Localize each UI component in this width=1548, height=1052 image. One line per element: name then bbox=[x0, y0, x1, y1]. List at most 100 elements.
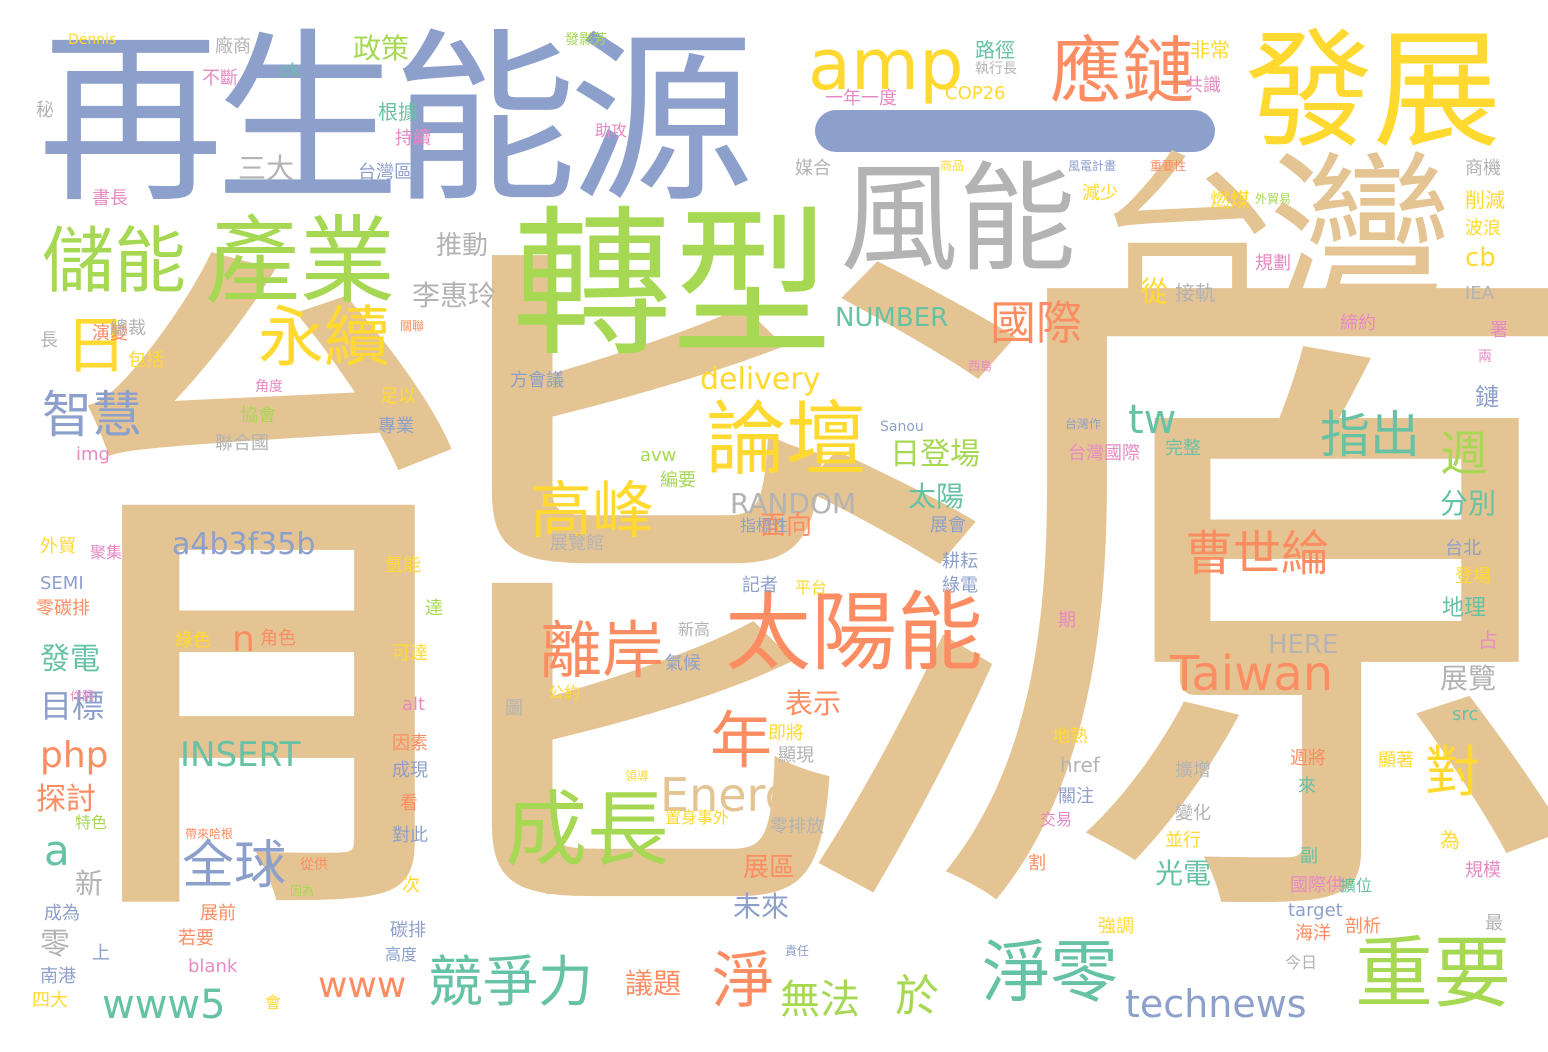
word: 領導 bbox=[625, 769, 650, 783]
word: 發電 bbox=[40, 642, 100, 677]
word: 足以 bbox=[380, 386, 416, 407]
word: Energy bbox=[660, 768, 822, 822]
word: 離岸 bbox=[540, 614, 665, 687]
word: 並行 bbox=[1165, 830, 1201, 851]
word: 完整 bbox=[1165, 438, 1201, 459]
word: 長 bbox=[40, 330, 58, 351]
word: 國際 bbox=[990, 296, 1082, 350]
word: 秘 bbox=[36, 100, 54, 121]
word: 淨 bbox=[712, 944, 775, 1017]
word: 期 bbox=[1058, 610, 1076, 631]
word: 燃煤 bbox=[1210, 188, 1250, 212]
word: 高度 bbox=[385, 945, 418, 964]
word: 包括 bbox=[128, 350, 164, 371]
word: 角色 bbox=[260, 628, 296, 649]
word: 變化 bbox=[1175, 803, 1211, 824]
word: 平台 bbox=[795, 578, 828, 597]
word: 應鏈 bbox=[1050, 29, 1195, 113]
word: 展覽館 bbox=[550, 533, 604, 554]
word: 關聯 bbox=[400, 319, 425, 333]
word: 協會 bbox=[240, 405, 276, 426]
word: 共識 bbox=[1185, 75, 1221, 96]
word: 從 bbox=[1140, 275, 1169, 308]
word: 年 bbox=[710, 704, 773, 777]
word: blank bbox=[188, 956, 238, 977]
word: 上 bbox=[92, 943, 110, 964]
word: 重要 bbox=[1355, 929, 1512, 1019]
word: 鏈 bbox=[1475, 383, 1499, 411]
word: 產業 bbox=[205, 207, 396, 317]
word: 發影芳 bbox=[565, 32, 607, 48]
word: 能源 bbox=[40, 192, 1548, 1013]
word: 零排放 bbox=[770, 816, 824, 837]
word: 強調 bbox=[1098, 916, 1134, 937]
word: 氣候 bbox=[665, 653, 701, 674]
word: 分別 bbox=[1440, 487, 1497, 520]
word: 台灣 bbox=[1095, 134, 1453, 350]
word: 特色 bbox=[75, 813, 108, 832]
word: RANDOM bbox=[730, 487, 857, 520]
word: cb bbox=[1465, 243, 1496, 273]
word: 新 bbox=[75, 867, 104, 900]
word: 媒合 bbox=[795, 158, 831, 179]
word: 高峰 bbox=[530, 474, 655, 547]
word: 擴位 bbox=[1340, 876, 1373, 895]
word: 展覽 bbox=[1440, 662, 1497, 695]
word: 置身事外 bbox=[665, 808, 730, 827]
word: 一年一度 bbox=[825, 88, 897, 109]
word: 兩 bbox=[1478, 349, 1492, 365]
word: 風電計畫 bbox=[1068, 159, 1117, 173]
word: href bbox=[1060, 753, 1100, 777]
word: 根據 bbox=[378, 100, 418, 124]
word: 責任 bbox=[785, 944, 810, 958]
word: 聯合國 bbox=[215, 433, 269, 454]
word: 從供 bbox=[300, 857, 328, 873]
word: 週將 bbox=[1290, 748, 1326, 769]
word: 削減 bbox=[1465, 188, 1505, 212]
word: 三大 bbox=[238, 152, 295, 185]
word: 展會 bbox=[930, 515, 966, 536]
word: COP26 bbox=[945, 83, 1006, 104]
word: 署 bbox=[1490, 320, 1508, 341]
word: 目標 bbox=[40, 687, 105, 725]
word: 指標性 bbox=[740, 516, 789, 535]
word: 新高 bbox=[678, 620, 711, 639]
word: src bbox=[1452, 704, 1479, 725]
word: 顯著 bbox=[1378, 750, 1414, 771]
dash-word-bar bbox=[815, 110, 1215, 152]
word: 光電 bbox=[1155, 857, 1212, 890]
word: 占 bbox=[1478, 628, 1498, 652]
word: 成為 bbox=[44, 903, 80, 924]
word: www bbox=[318, 965, 407, 1006]
word: 重要性 bbox=[1150, 159, 1187, 173]
word: 於 bbox=[895, 971, 939, 1022]
word: 角度 bbox=[255, 379, 283, 395]
word: 若要 bbox=[178, 928, 214, 949]
dash-word-bar bbox=[1180, 625, 1352, 695]
word: 日 bbox=[65, 309, 128, 382]
word: 地理 bbox=[1442, 596, 1487, 621]
word: 競爭力 bbox=[428, 950, 594, 1014]
word: 政策 bbox=[353, 32, 410, 65]
word: 登場 bbox=[1455, 566, 1491, 587]
word: 地熱 bbox=[1052, 726, 1088, 747]
word: 表示 bbox=[785, 687, 842, 720]
word: 聚集 bbox=[90, 543, 123, 562]
word: 波浪 bbox=[1465, 218, 1501, 239]
word: 規模 bbox=[1465, 860, 1501, 881]
word: SEMI bbox=[40, 573, 84, 594]
word: 台灣作 bbox=[1065, 417, 1102, 431]
word: 方會議 bbox=[510, 370, 564, 391]
word: 李惠玲 bbox=[412, 279, 497, 312]
word: 因為 bbox=[290, 884, 315, 898]
word: amp bbox=[808, 24, 964, 106]
word: 因素 bbox=[392, 733, 428, 754]
word: 風能 bbox=[840, 150, 1077, 288]
word: 圖 bbox=[505, 698, 523, 719]
word: 南港 bbox=[40, 966, 76, 987]
word: 關注 bbox=[1058, 786, 1094, 807]
word: 路徑 bbox=[975, 38, 1015, 62]
word: 綠色 bbox=[175, 630, 211, 651]
word: 再生能源 bbox=[38, 12, 754, 228]
word: 總裁 bbox=[110, 318, 146, 339]
